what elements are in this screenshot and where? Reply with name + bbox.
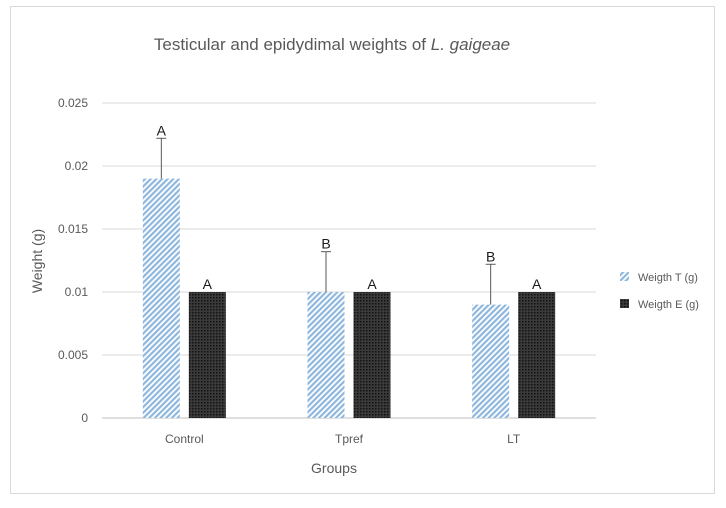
- bars: A A B A B A: [142, 122, 556, 418]
- bar-weigth-t-lt: [472, 304, 510, 418]
- significance-label: B: [486, 248, 495, 264]
- x-axis-label: Groups: [311, 460, 357, 476]
- legend-label: Weigth T (g): [638, 272, 698, 284]
- significance-label: A: [367, 276, 377, 292]
- y-tick-label: 0.005: [58, 348, 88, 362]
- significance-label: A: [532, 276, 542, 292]
- legend-label: Weigth E (g): [638, 299, 699, 311]
- y-tick-label: 0.015: [58, 222, 88, 236]
- bar-weigth-t-control: [142, 178, 180, 418]
- y-axis-ticks: 0 0.005 0.01 0.015 0.02 0.025: [58, 96, 88, 425]
- y-tick-label: 0.01: [65, 285, 89, 299]
- x-tick-label: LT: [507, 432, 521, 446]
- chart-title: Testicular and epidydimal weights of L. …: [154, 35, 510, 54]
- y-tick-label: 0: [81, 411, 88, 425]
- x-axis-ticks: Control Tpref LT: [165, 432, 521, 446]
- y-axis-label: Weight (g): [29, 229, 45, 293]
- significance-label: B: [321, 236, 330, 252]
- significance-label: A: [203, 276, 213, 292]
- significance-label: A: [157, 122, 167, 138]
- bar-weigth-e-tpref: [353, 292, 391, 418]
- gridlines: [102, 102, 596, 419]
- x-tick-label: Tpref: [335, 432, 364, 446]
- x-tick-label: Control: [165, 432, 204, 446]
- bar-weigth-e-control: [188, 292, 226, 418]
- legend-swatch: [620, 299, 629, 308]
- bar-weigth-t-tpref: [307, 292, 345, 418]
- bar-weigth-e-lt: [518, 292, 556, 418]
- legend: Weigth T (g) Weigth E (g): [620, 272, 699, 311]
- y-tick-label: 0.025: [58, 96, 88, 110]
- y-tick-label: 0.02: [65, 159, 89, 173]
- legend-swatch: [620, 272, 629, 281]
